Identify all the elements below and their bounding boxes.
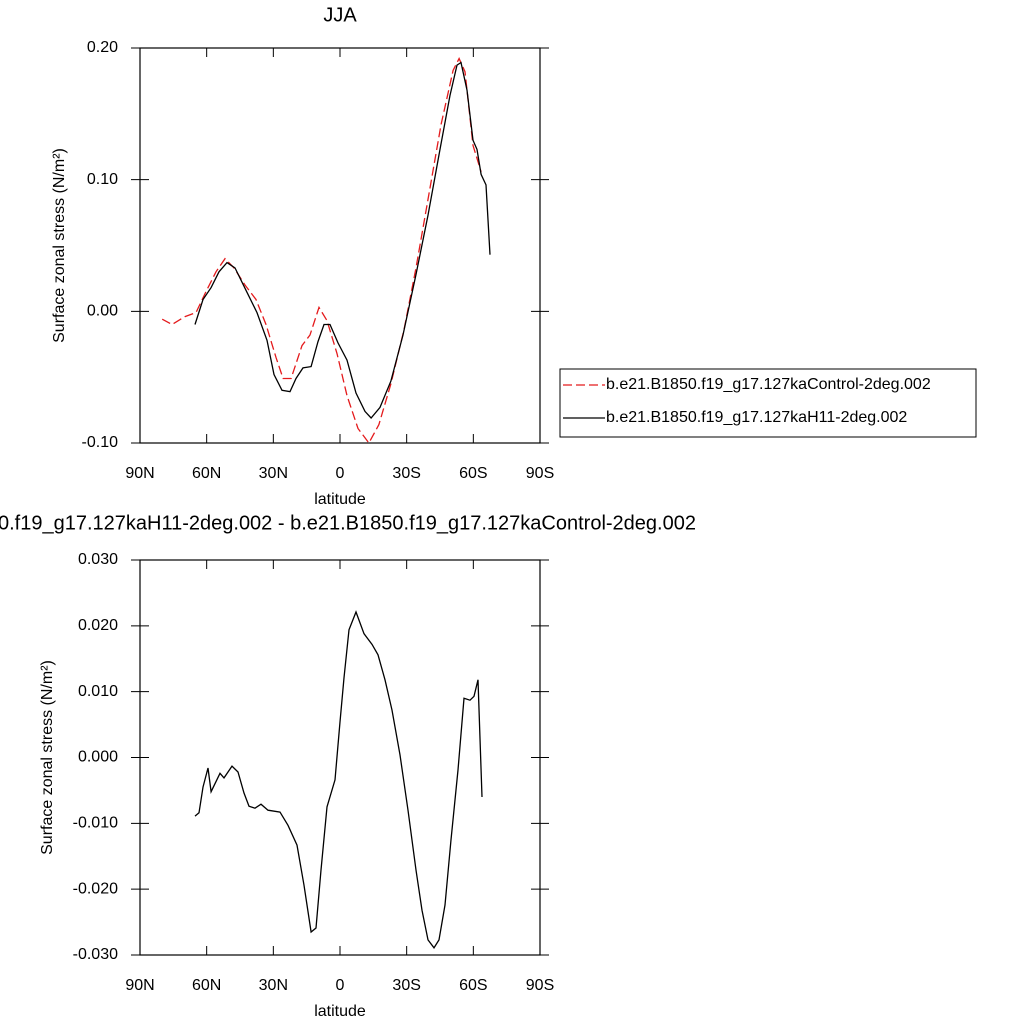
y-tick-label: -0.10 — [82, 434, 119, 451]
x-tick-label: 90N — [125, 465, 154, 482]
x-tick-label: 30N — [259, 465, 288, 482]
y-tick-label: -0.010 — [73, 815, 118, 832]
plot-frame — [139, 47, 541, 444]
x-tick-label: 60N — [192, 977, 221, 994]
x-tick-label: 90S — [526, 977, 554, 994]
y-tick-label: 0.000 — [78, 749, 118, 766]
y-axis-label: Surface zonal stress (N/m²) — [51, 148, 68, 343]
legend-label: b.e21.B1850.f19_g17.127kaH11-2deg.002 — [606, 409, 907, 426]
plot-frame — [139, 559, 541, 956]
x-axis-label: latitude — [314, 1003, 366, 1020]
chart-title: JJA — [323, 4, 357, 26]
data-line — [194, 610, 483, 949]
y-tick-label: -0.020 — [73, 880, 118, 897]
y-tick-label: 0.10 — [87, 171, 118, 188]
data-line — [161, 56, 482, 445]
x-axis-label: latitude — [314, 491, 366, 508]
chart-title: 0.f19_g17.127kaH11-2deg.002 - b.e21.B185… — [0, 512, 696, 534]
data-line — [194, 61, 491, 419]
x-tick-label: 30S — [392, 977, 420, 994]
x-tick-label: 60S — [459, 465, 487, 482]
y-axis-label: Surface zonal stress (N/m²) — [39, 660, 56, 855]
legend-label: b.e21.B1850.f19_g17.127kaControl-2deg.00… — [606, 376, 931, 393]
x-tick-label: 90N — [125, 977, 154, 994]
x-tick-label: 30N — [259, 977, 288, 994]
y-tick-label: 0.030 — [78, 551, 118, 568]
legend-box — [559, 368, 977, 438]
y-tick-label: 0.20 — [87, 39, 118, 56]
x-tick-label: 0 — [336, 977, 345, 994]
y-tick-label: 0.010 — [78, 683, 118, 700]
x-tick-label: 0 — [336, 465, 345, 482]
y-tick-label: 0.020 — [78, 617, 118, 634]
y-tick-label: -0.030 — [73, 946, 118, 963]
x-tick-label: 60N — [192, 465, 221, 482]
x-tick-label: 60S — [459, 977, 487, 994]
x-tick-label: 30S — [392, 465, 420, 482]
x-tick-label: 90S — [526, 465, 554, 482]
y-tick-label: 0.00 — [87, 303, 118, 320]
